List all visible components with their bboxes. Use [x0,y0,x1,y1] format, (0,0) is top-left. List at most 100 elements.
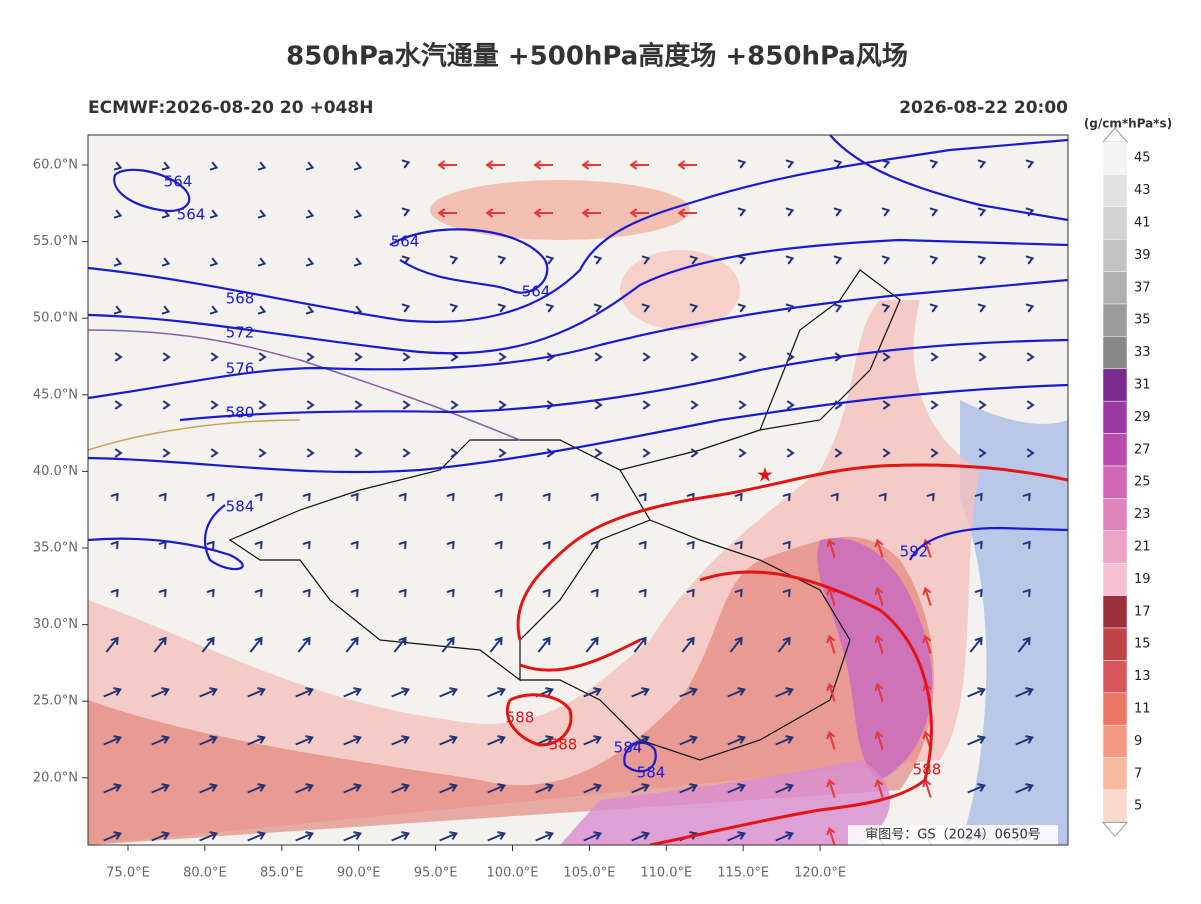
wind-arrow [393,636,407,653]
wind-arrow [153,636,167,653]
wind-arrow [210,448,219,458]
wind-arrow [638,540,647,550]
wind-arrow [446,492,455,502]
wind-arrow [833,303,843,313]
wind-arrow [254,588,263,598]
wind-arrow [254,492,263,502]
wind-arrow [881,207,891,217]
wind-arrow [881,303,891,313]
title: 850hPa水汽通量 +500hPa高度场 +850hPa风场 [286,41,908,72]
wind-arrow [583,783,602,794]
colorbar-label: 19 [1134,572,1151,587]
wind-arrow [737,207,747,217]
wind-arrow [826,826,836,845]
wind-arrow [738,448,747,458]
wind-arrow [545,255,555,265]
wind-arrow [734,540,743,550]
wind-arrow [1022,540,1031,550]
colorbar-swatch [1102,595,1128,629]
wind-arrow [929,159,939,169]
wind-arrow [498,448,507,458]
colorbar-label: 11 [1134,702,1151,717]
wind-arrow [489,636,503,653]
wind-arrow [1025,159,1035,169]
wind-arrow [206,540,215,550]
wind-arrow [151,783,170,794]
wind-arrow [161,305,171,315]
wind-arrow [686,588,695,598]
wind-arrow [593,303,603,313]
wind-arrow [826,730,836,750]
wind-arrow [487,831,506,842]
wind-arrow [775,783,794,794]
wind-arrow [113,257,123,267]
wind-arrow [734,492,743,502]
wind-arrow [1025,303,1035,313]
colorbar-label: 17 [1134,604,1151,619]
wind-arrow [257,305,267,315]
wind-arrow [1015,735,1034,746]
colorbar-label: 29 [1134,410,1151,425]
wind-arrow [162,352,171,362]
colorbar-label: 31 [1134,378,1151,393]
wind-arrow [929,207,939,217]
wind-arrow [642,448,651,458]
wind-arrow [782,588,791,598]
colorbar-label: 5 [1134,799,1142,814]
colorbar-label: 21 [1134,540,1151,555]
wind-arrow [786,352,795,362]
wind-arrow [590,492,599,502]
wind-arrow [583,831,602,842]
contour-label: 592 [900,543,929,561]
wind-arrow [450,448,459,458]
wind-arrow [295,735,314,746]
lon-label: 95.0°E [414,866,458,881]
colorbar-label: 35 [1134,313,1151,328]
wind-arrow [103,687,122,698]
colorbar-label: 13 [1134,669,1151,684]
wind-arrow [978,400,987,410]
colorbar-swatch [1102,789,1128,823]
wind-arrow [638,492,647,502]
wind-arrow [391,783,410,794]
wind-arrow [401,255,411,265]
wind-arrow [729,636,743,653]
wind-arrow [642,400,651,410]
wind-arrow [209,257,219,267]
wind-arrow [114,448,123,458]
wind-arrow [775,831,794,842]
colorbar-swatch [1102,400,1128,434]
wind-arrow [882,352,891,362]
wind-arrow [833,159,843,169]
wind-arrow [629,208,649,218]
wind-arrow [785,207,795,217]
wind-arrow [162,400,171,410]
wind-arrow [485,208,505,218]
wind-arrow [498,352,507,362]
wind-arrow [206,492,215,502]
wind-arrow [353,161,363,171]
wind-arrow [594,352,603,362]
wind-arrow [391,735,410,746]
wind-arrow [594,400,603,410]
wind-arrow [295,831,314,842]
colorbar-swatch [1102,465,1128,499]
wind-arrow [882,448,891,458]
wind-arrow [830,492,839,502]
wind-arrow [878,492,887,502]
wind-arrow [158,588,167,598]
wind-arrow [437,208,457,218]
wind-arrow [210,400,219,410]
wind-arrow [401,207,411,217]
wind-arrow [199,687,218,698]
lat-label: 50.0°N [33,311,78,326]
wind-arrow [257,209,267,219]
wind-arrow [542,588,551,598]
lat-label: 35.0°N [33,541,78,556]
wind-arrow [874,778,884,798]
wind-arrow [737,255,747,265]
wind-arrow [826,682,836,702]
wind-arrow [727,687,746,698]
wind-arrow [689,303,699,313]
wind-arrow [1025,255,1035,265]
